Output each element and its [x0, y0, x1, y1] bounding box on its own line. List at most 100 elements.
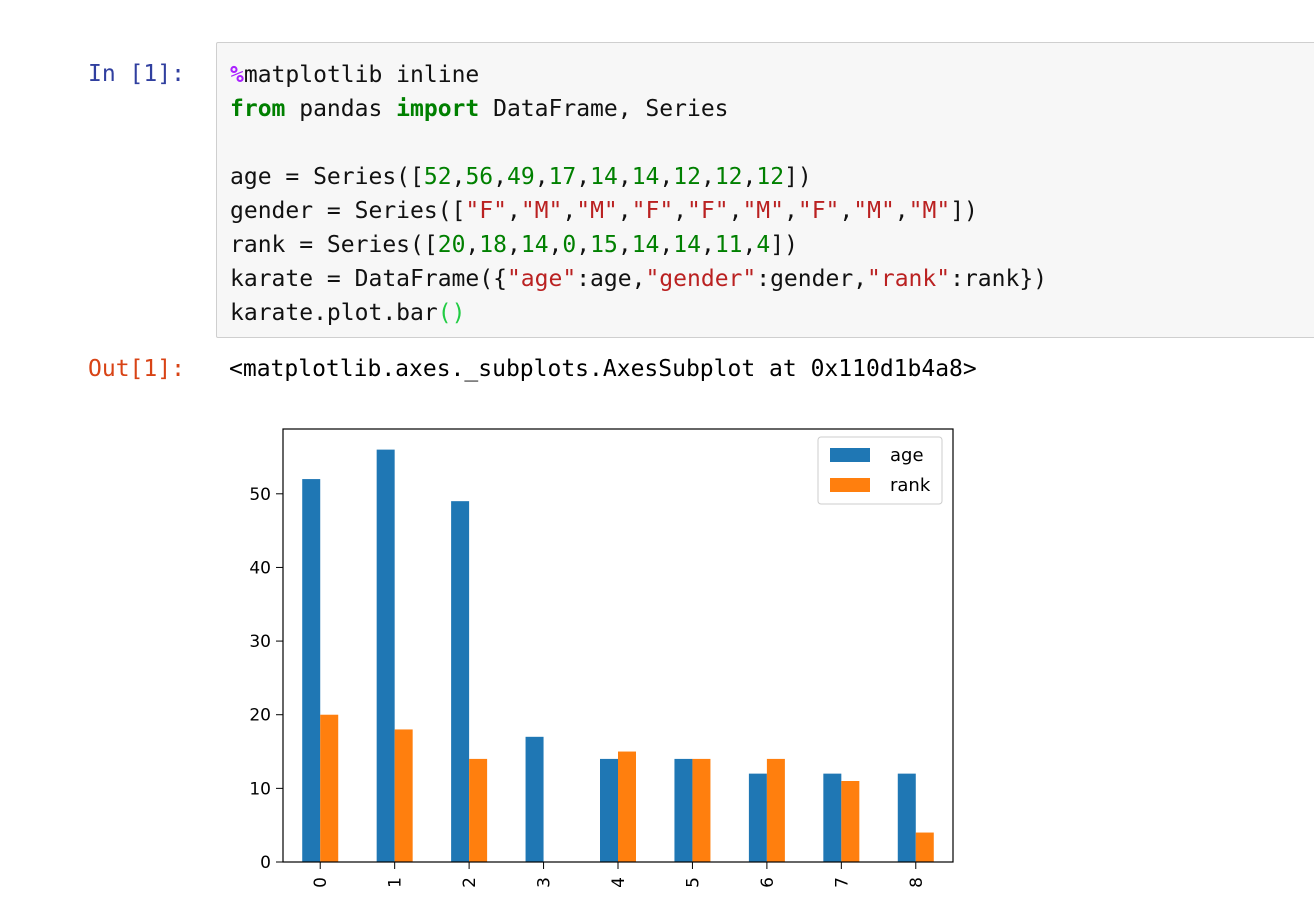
x-tick-label: 6	[758, 877, 778, 888]
bar-age-0	[302, 479, 321, 862]
code-token: :rank})	[950, 266, 1048, 292]
code-token: ,	[493, 164, 507, 190]
code-token: 56	[465, 164, 494, 190]
y-tick-label: 30	[249, 632, 271, 652]
code-token: 14	[673, 232, 701, 258]
code-token: 0	[562, 232, 577, 258]
x-tick-label: 7	[832, 877, 852, 888]
code-line: age = Series([52,56,49,17,14,14,12,12,12…	[230, 160, 1047, 194]
code-token: ,	[548, 232, 563, 258]
code-token: "F"	[631, 198, 674, 224]
bar-rank-4	[618, 751, 636, 862]
code-token: "rank"	[867, 266, 951, 292]
x-tick-label: 1	[386, 877, 406, 888]
code-token: "F"	[687, 198, 729, 224]
code-token: "M"	[908, 198, 951, 224]
code-token: 14	[520, 232, 549, 258]
bar-age-8	[897, 773, 916, 862]
code-token: 12	[714, 164, 743, 190]
code-token: 12	[673, 164, 701, 190]
code-token: 11	[714, 232, 743, 258]
code-token: karate = DataFrame({	[230, 266, 507, 292]
code-token: 17	[548, 164, 577, 190]
input-prompt: In [1]:	[88, 61, 185, 87]
code-token: ])	[770, 232, 798, 258]
code-token: %	[230, 62, 244, 88]
code-token: from	[230, 96, 286, 122]
x-tick-label: 2	[460, 877, 480, 888]
bar-rank-2	[469, 758, 488, 862]
y-tick-label: 20	[249, 706, 271, 726]
bar-age-5	[674, 758, 693, 862]
code-line: gender = Series(["F","M","M","F","F","M"…	[230, 194, 1047, 228]
code-token: gender = Series([	[230, 198, 466, 224]
code-token: ()	[437, 300, 466, 326]
code-token: "M"	[853, 198, 895, 224]
bar-age-6	[748, 773, 767, 862]
code-token: ,	[742, 164, 757, 190]
code-token: ,	[617, 198, 632, 224]
bar-rank-5	[692, 758, 711, 862]
code-token: ,	[534, 164, 549, 190]
code-token: ,	[576, 164, 591, 190]
code-token: :gender,	[756, 266, 868, 292]
bar-chart: 0 10 20 30 40 50 0 1 2 3 4 5 6 7 8 age rank	[249, 428, 954, 888]
code-token: "M"	[520, 198, 563, 224]
code-line	[230, 126, 1047, 160]
code-token: "F"	[465, 198, 507, 224]
code-token: 18	[479, 232, 507, 258]
code-token: ,	[894, 198, 909, 224]
code-line: rank = Series([20,18,14,0,15,14,14,11,4]…	[230, 228, 1047, 262]
code-token: :age,	[576, 266, 646, 292]
bar-rank-1	[394, 729, 413, 862]
code-token: ,	[783, 198, 798, 224]
y-tick-label: 40	[249, 558, 271, 578]
code-token: ])	[950, 198, 978, 224]
code-token: ,	[617, 164, 632, 190]
code-line: karate = DataFrame({"age":age,"gender":g…	[230, 262, 1047, 296]
bar-age-1	[376, 449, 395, 862]
code-token: ])	[784, 164, 812, 190]
y-tick-label: 50	[249, 485, 271, 505]
code-token: ,	[700, 232, 715, 258]
legend-label-rank: rank	[890, 475, 931, 496]
code-token: ,	[465, 232, 480, 258]
code-token: "M"	[742, 198, 784, 224]
output-prompt: Out[1]:	[88, 356, 185, 382]
code-line: %matplotlib inline	[230, 58, 1047, 92]
code-token: "gender"	[645, 266, 757, 292]
code-token: ,	[728, 198, 743, 224]
code-token: 15	[590, 232, 618, 258]
code-token: "F"	[797, 198, 840, 224]
code-token: DataFrame, Series	[479, 96, 729, 122]
code-editor[interactable]: %matplotlib inline from pandas import Dat…	[230, 58, 1047, 330]
x-tick-label: 0	[311, 877, 331, 888]
legend-swatch-age	[830, 448, 870, 462]
legend-swatch-rank	[830, 478, 870, 492]
code-token: ,	[659, 164, 674, 190]
code-token: ,	[506, 198, 521, 224]
x-tick-label: 5	[683, 877, 703, 888]
code-token: matplotlib inline	[243, 62, 480, 88]
code-token: import	[396, 96, 480, 122]
code-token: ,	[700, 164, 715, 190]
x-tick-label: 3	[535, 877, 555, 888]
bar-rank-7	[841, 780, 860, 862]
code-token: ,	[673, 198, 688, 224]
code-token: 52	[423, 164, 452, 190]
code-cell-input[interactable]: %matplotlib inline from pandas import Dat…	[216, 42, 1314, 338]
code-token: ,	[506, 232, 521, 258]
bar-age-7	[823, 773, 842, 862]
code-token: pandas	[285, 96, 397, 122]
bar-age-3	[525, 736, 544, 862]
code-token: karate.plot.bar	[230, 300, 438, 326]
code-token: ,	[562, 198, 577, 224]
code-token: 14	[590, 164, 618, 190]
code-token: ,	[839, 198, 854, 224]
code-token: ,	[451, 164, 466, 190]
code-token: ,	[576, 232, 591, 258]
x-tick-label: 4	[609, 877, 629, 888]
x-tick-label: 8	[907, 877, 927, 888]
y-tick-label: 10	[249, 779, 271, 799]
code-line: from pandas import DataFrame, Series	[230, 92, 1047, 126]
